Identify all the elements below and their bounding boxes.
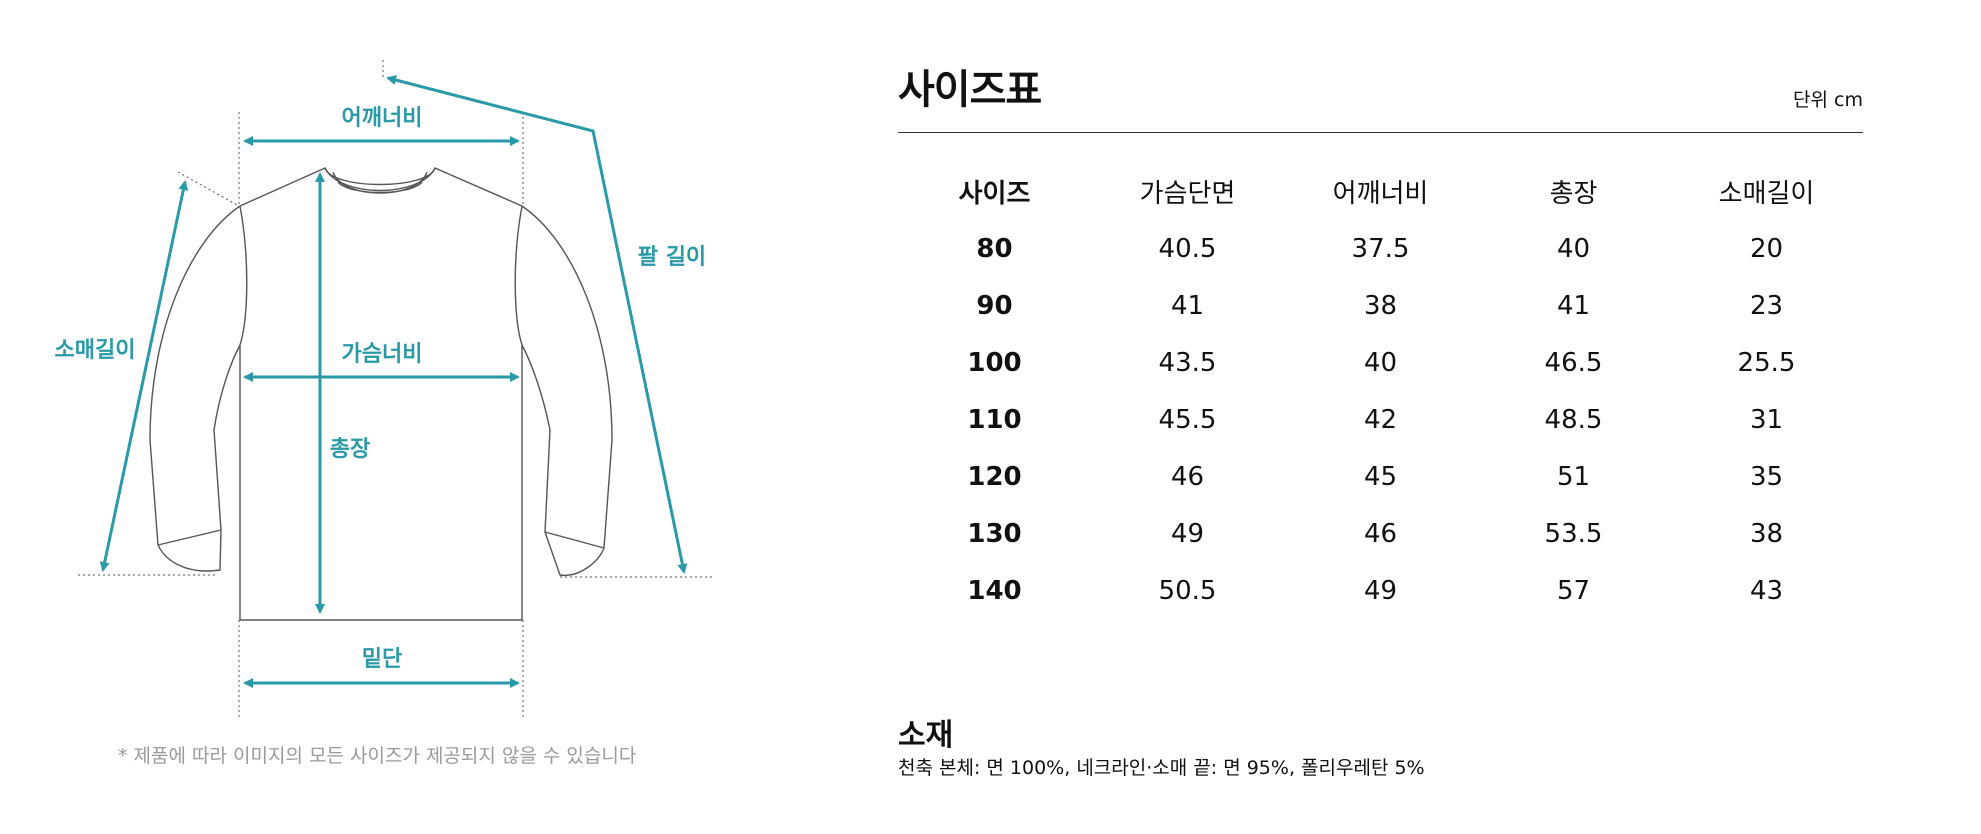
table-cell: 38	[1749, 518, 1784, 549]
table-cell: 57	[1556, 575, 1591, 606]
table-cell: 38	[1363, 290, 1398, 321]
hem-label: 밑단	[362, 647, 402, 672]
size-table: 사이즈 가슴단면 어깨너비 총장 소매길이 80 40.5 37.5 40 20…	[898, 163, 1863, 619]
table-cell: 46	[1363, 518, 1398, 549]
disclaimer-note: * 제품에 따라 이미지의 모든 사이즈가 제공되지 않을 수 있습니다	[118, 745, 637, 767]
table-cell: 80	[976, 233, 1013, 264]
table-cell: 49	[1170, 518, 1205, 549]
table-row: 100 43.5 40 46.5 25.5	[898, 334, 1863, 391]
table-cell: 31	[1749, 404, 1784, 435]
table-cell: 130	[967, 518, 1022, 549]
table-cell: 37.5	[1351, 233, 1410, 264]
table-cell: 20	[1749, 233, 1784, 264]
table-cell: 23	[1749, 290, 1784, 321]
table-row: 110 45.5 42 48.5 31	[898, 391, 1863, 448]
length-label: 총장	[330, 437, 370, 462]
table-cell: 40.5	[1158, 233, 1217, 264]
table-cell: 40	[1363, 347, 1398, 378]
sweatshirt-measurement-diagram: 어깨너비 팔 길이 소매길이 가슴너비 총장 밑단	[55, 60, 715, 720]
sleeve-length-label: 소매길이	[55, 338, 136, 363]
size-chart-title: 사이즈표	[898, 67, 1042, 113]
dimension-arrows	[99, 75, 688, 688]
table-cell: 46.5	[1544, 347, 1603, 378]
table-cell: 43.5	[1158, 347, 1217, 378]
table-row: 80 40.5 37.5 40 20	[898, 220, 1863, 277]
table-cell: 43	[1749, 575, 1784, 606]
table-cell: 51	[1556, 461, 1591, 492]
column-header: 총장	[1549, 179, 1598, 209]
table-cell: 110	[967, 404, 1022, 435]
table-header-row: 사이즈 가슴단면 어깨너비 총장 소매길이	[898, 163, 1863, 220]
sleeve-length-arrow	[99, 180, 189, 572]
table-cell: 25.5	[1737, 347, 1796, 378]
table-cell: 41	[1170, 290, 1205, 321]
shoulder-label: 어깨너비	[342, 106, 423, 131]
material-title: 소재	[898, 718, 954, 753]
table-row: 140 50.5 49 57 43	[898, 562, 1863, 619]
table-row: 90 41 38 41 23	[898, 277, 1863, 334]
table-cell: 50.5	[1158, 575, 1217, 606]
table-cell: 40	[1556, 233, 1591, 264]
table-cell: 45	[1363, 461, 1398, 492]
table-cell: 140	[967, 575, 1022, 606]
guide-lines	[78, 60, 715, 720]
table-cell: 53.5	[1544, 518, 1603, 549]
chest-label: 가슴너비	[342, 342, 423, 367]
title-divider	[898, 132, 1863, 133]
column-header: 어깨너비	[1332, 179, 1429, 209]
arm-length-arrow	[386, 75, 688, 574]
table-row: 120 46 45 51 35	[898, 448, 1863, 505]
unit-label: 단위 cm	[1793, 89, 1863, 111]
arm-length-label: 팔 길이	[638, 245, 706, 270]
table-cell: 35	[1749, 461, 1784, 492]
table-cell: 120	[967, 461, 1022, 492]
sweatshirt-outline	[149, 167, 613, 621]
table-cell: 100	[967, 347, 1022, 378]
table-cell: 41	[1556, 290, 1591, 321]
table-cell: 46	[1170, 461, 1205, 492]
column-header: 소매길이	[1718, 179, 1815, 209]
column-header: 사이즈	[958, 179, 1031, 209]
table-cell: 48.5	[1544, 404, 1603, 435]
table-row: 130 49 46 53.5 38	[898, 505, 1863, 562]
table-cell: 45.5	[1158, 404, 1217, 435]
column-header: 가슴단면	[1139, 179, 1236, 209]
table-cell: 90	[976, 290, 1013, 321]
material-text: 천축 본체: 면 100%, 네크라인·소매 끝: 면 95%, 폴리우레탄 5…	[898, 757, 1425, 779]
table-cell: 42	[1363, 404, 1398, 435]
table-cell: 49	[1363, 575, 1398, 606]
